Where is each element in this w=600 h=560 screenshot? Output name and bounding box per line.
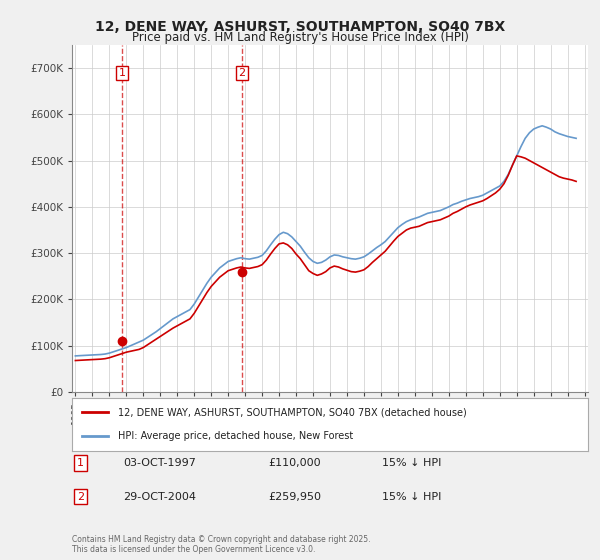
Text: 2: 2 [77,492,84,502]
Text: £259,950: £259,950 [268,492,321,502]
Text: 15% ↓ HPI: 15% ↓ HPI [382,458,441,468]
Text: Price paid vs. HM Land Registry's House Price Index (HPI): Price paid vs. HM Land Registry's House … [131,31,469,44]
Text: 1: 1 [119,68,125,78]
Text: 15% ↓ HPI: 15% ↓ HPI [382,492,441,502]
Text: Contains HM Land Registry data © Crown copyright and database right 2025.
This d: Contains HM Land Registry data © Crown c… [72,535,371,554]
Text: HPI: Average price, detached house, New Forest: HPI: Average price, detached house, New … [118,431,353,441]
Text: £110,000: £110,000 [268,458,321,468]
Text: 1: 1 [77,458,84,468]
Text: 29-OCT-2004: 29-OCT-2004 [124,492,197,502]
Text: 12, DENE WAY, ASHURST, SOUTHAMPTON, SO40 7BX: 12, DENE WAY, ASHURST, SOUTHAMPTON, SO40… [95,20,505,34]
Text: 12, DENE WAY, ASHURST, SOUTHAMPTON, SO40 7BX (detached house): 12, DENE WAY, ASHURST, SOUTHAMPTON, SO40… [118,408,467,418]
Text: 2: 2 [239,68,245,78]
Text: 03-OCT-1997: 03-OCT-1997 [124,458,196,468]
